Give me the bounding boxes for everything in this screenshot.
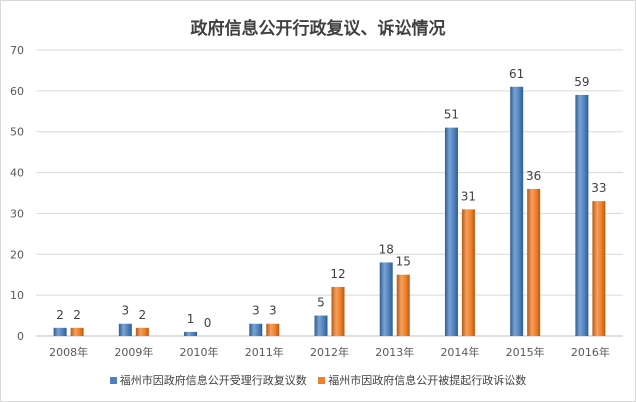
data-label-series-2-4: 3	[269, 304, 277, 318]
legend-swatch-series-1	[109, 376, 117, 384]
bar-series-1-5	[314, 315, 328, 336]
data-label-series-2-7: 31	[461, 189, 476, 203]
bar-series-2-4	[266, 323, 280, 336]
data-label-series-1-3: 1	[187, 312, 195, 326]
bar-series-2-5	[331, 286, 345, 336]
bar-series-1-8	[510, 86, 524, 337]
y-tick-label: 10	[10, 289, 24, 302]
bars	[53, 86, 606, 337]
legend-item-series-1: 福州市因政府信息公开受理行政复议数	[109, 372, 307, 388]
data-label-series-1-7: 51	[444, 108, 459, 122]
data-label-series-1-5: 5	[317, 296, 325, 310]
bar-series-2-6	[396, 274, 410, 336]
x-tick-label: 2015年	[506, 345, 545, 359]
data-label-series-1-8: 61	[509, 67, 524, 81]
data-label-series-1-6: 18	[379, 242, 394, 256]
bar-series-2-7	[461, 209, 475, 336]
bar-series-1-7	[444, 127, 458, 336]
x-tick-label: 2009年	[114, 345, 153, 359]
x-tick-label: 2016年	[571, 345, 610, 359]
x-tick-label: 2011年	[245, 345, 284, 359]
bar-series-1-1	[53, 327, 67, 336]
bar-series-2-9	[592, 201, 606, 336]
x-tick-label: 2008年	[49, 345, 88, 359]
bar-series-1-6	[379, 262, 393, 336]
data-label-series-2-1: 2	[73, 308, 81, 322]
legend-label-series-2: 福州市因政府信息公开被提起行政诉讼数	[328, 374, 527, 387]
y-tick-label: 50	[10, 126, 24, 139]
data-label-series-1-4: 3	[252, 304, 260, 318]
data-label-series-1-1: 2	[56, 308, 64, 322]
data-label-series-2-8: 36	[526, 169, 541, 183]
gridlines	[36, 49, 623, 337]
data-label-series-2-5: 12	[330, 267, 345, 281]
y-tick-label: 30	[10, 207, 24, 220]
legend-item-series-2: 福州市因政府信息公开被提起行政诉讼数	[318, 372, 526, 388]
bar-series-1-2	[118, 323, 132, 336]
y-tick-label: 0	[17, 330, 24, 343]
bar-series-1-9	[575, 94, 589, 336]
y-tick-label: 60	[10, 85, 24, 98]
x-tick-label: 2012年	[310, 345, 349, 359]
bar-series-2-8	[527, 188, 541, 336]
bar-series-2-2	[135, 327, 149, 336]
bar-series-2-1	[70, 327, 84, 336]
y-tick-label: 20	[10, 248, 24, 261]
x-tick-label: 2010年	[180, 345, 219, 359]
data-label-series-2-2: 2	[139, 308, 147, 322]
data-label-series-2-9: 33	[591, 181, 606, 195]
legend: 福州市因政府信息公开受理行政复议数 福州市因政府信息公开被提起行政诉讼数	[0, 372, 636, 388]
legend-label-series-1: 福州市因政府信息公开受理行政复议数	[119, 374, 307, 387]
y-tick-label: 40	[10, 167, 24, 180]
x-tick-label: 2014年	[440, 345, 479, 359]
bar-series-1-4	[249, 323, 263, 336]
x-tick-label: 2013年	[375, 345, 414, 359]
data-label-series-2-6: 15	[396, 255, 411, 269]
legend-swatch-series-2	[318, 376, 326, 384]
chart-title: 政府信息公开行政复议、诉讼情况	[190, 19, 446, 39]
bar-series-1-3	[184, 331, 198, 336]
data-label-series-1-9: 59	[574, 75, 589, 89]
data-label-series-2-3: 0	[204, 316, 212, 330]
data-label-series-1-2: 3	[122, 304, 130, 318]
y-tick-label: 70	[10, 44, 24, 57]
